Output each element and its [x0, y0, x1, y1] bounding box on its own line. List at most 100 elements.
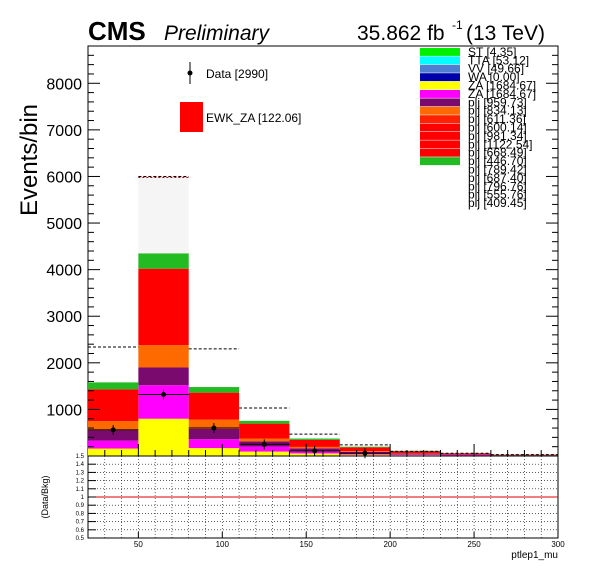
stack-bar-s5-b5 — [339, 446, 391, 448]
stack-bar-s5-b4 — [289, 438, 340, 440]
y-axis-title: Events/bin — [16, 104, 43, 216]
legend-swatch-0 — [420, 48, 460, 56]
x-tick-label-5: 300 — [551, 540, 565, 549]
legend-left: Data [2990] EWK_ZA [122.06] — [180, 62, 301, 132]
legend-swatch-6 — [420, 98, 460, 107]
stack-bar-s2-b1 — [138, 367, 189, 386]
stack-bar-s2-b0 — [88, 430, 139, 441]
legend-swatch-13 — [420, 157, 460, 166]
data-points — [88, 389, 391, 459]
legend-label-4: ZA [1684.67] — [468, 79, 536, 93]
ratio-y-tick-label-8: 1.3 — [76, 470, 85, 476]
legend-label-5: ZA [1684.67] — [468, 87, 536, 101]
stack-bar-s4-b7 — [440, 453, 491, 455]
y-tick-label-7: 8000 — [46, 76, 82, 93]
y-tick-label-4: 5000 — [46, 216, 82, 233]
stack-bar-s1-b2 — [188, 439, 240, 449]
legend-swatch-7 — [420, 106, 460, 115]
stack-bar-s2-b6 — [390, 453, 441, 455]
stack-bar-s4-b4 — [289, 439, 340, 447]
stack-bar-s4-b2 — [188, 392, 240, 420]
preliminary-label: Preliminary — [164, 22, 271, 45]
stack-bar-s3-b1 — [138, 345, 189, 368]
stack-bar-s5-b2 — [188, 387, 240, 393]
uncertainty-lines — [88, 175, 558, 456]
ratio-y-axis: 0.5 0.6 0.7 0.8 0.9 1 1.1 1.2 1.3 1.4 1.5 — [76, 454, 96, 542]
x-tick-label-3: 200 — [383, 540, 397, 549]
legend-label-18: plj [409.45] — [468, 196, 527, 210]
legend-label-15: plj [687.40] — [468, 171, 527, 185]
y-tick-label-1: 2000 — [46, 356, 82, 373]
legend-label-0: ST [4.35] — [468, 45, 516, 59]
x-tick-label-0: 50 — [134, 540, 143, 549]
ratio-y-tick-label-9: 1.4 — [76, 462, 85, 468]
y-tick-label-6: 7000 — [46, 123, 82, 140]
stack-bars — [88, 175, 558, 456]
data-point-2 — [211, 425, 217, 431]
legend-swatch-8 — [420, 115, 460, 124]
ratio-y-tick-label-10: 1.5 — [76, 454, 85, 460]
legend-swatch-15 — [420, 174, 460, 182]
ratio-x-axis: 50 100 150 200 250 300 — [134, 532, 565, 549]
ratio-y-tick-label-3: 0.8 — [76, 511, 85, 517]
legend-data-label: Data [2990] — [206, 67, 268, 81]
legend-label-10: plj [981.34] — [468, 129, 527, 143]
stack-bar-s4-b0 — [88, 389, 139, 422]
ratio-y-tick-label-5: 1 — [81, 495, 85, 501]
legend-label-17: plj [555.76] — [468, 188, 527, 202]
legend-data-marker — [187, 70, 193, 76]
stack-bar-s5-b1 — [138, 253, 189, 269]
legend-swatch-16 — [420, 182, 460, 191]
legend-label-7: plj [834.13] — [468, 104, 527, 118]
x-tick-label-2: 150 — [300, 540, 314, 549]
legend-swatch-3 — [420, 73, 460, 82]
legend-label-3: WA [0.00] — [468, 70, 520, 84]
legend-right: ST [4.35]TTA [53.12]VV [49.66]WA [0.00]Z… — [420, 45, 536, 210]
stack-bar-s1-b6 — [390, 454, 441, 456]
legend-swatch-11 — [420, 140, 460, 149]
stack-bar-s4-b1 — [138, 268, 189, 346]
data-point-1 — [161, 392, 167, 397]
legend-swatch-9 — [420, 123, 460, 132]
legend-label-8: plj [611.36] — [468, 112, 526, 126]
legend-signal-label: EWK_ZA [122.06] — [206, 111, 301, 125]
legend-label-1: TTA [53.12] — [468, 53, 529, 67]
legend-swatch-5 — [420, 90, 460, 98]
data-point-0 — [110, 427, 116, 433]
legend-label-12: plj [668.49] — [468, 146, 527, 160]
ratio-y-tick-label-4: 0.9 — [76, 503, 85, 509]
stack-bar-s2-b2 — [188, 428, 240, 440]
legend-label-11: plj [1122.54] — [468, 137, 533, 151]
ratio-grid — [88, 455, 558, 539]
data-point-5 — [362, 450, 368, 456]
legend-label-6: plj [959.73] — [468, 95, 527, 109]
main-x-ticks — [104, 444, 559, 456]
legend-swatch-17 — [420, 190, 460, 199]
stack-bar-s5-b3 — [239, 420, 290, 424]
lumi-exponent: -1 — [452, 18, 463, 32]
legend-label-9: plj [600.14] — [468, 121, 527, 135]
y-tick-label-0: 1000 — [46, 402, 82, 419]
y-tick-label-5: 6000 — [46, 169, 82, 186]
stack-bar-s0-b3 — [239, 451, 290, 456]
x-tick-label-4: 250 — [467, 540, 481, 549]
stack-bar-s4-b3 — [239, 423, 290, 439]
y-tick-label-3: 4000 — [46, 263, 82, 280]
ratio-y-tick-label-0: 0.5 — [76, 536, 85, 542]
legend-signal-swatch — [180, 102, 203, 132]
stack-bar-s5-b0 — [88, 382, 139, 390]
lumi-value: 35.862 fb — [357, 22, 445, 45]
ratio-y-tick-label-6: 1.1 — [76, 487, 85, 493]
legend-label-16: plj [796.76] — [468, 179, 527, 193]
lumi-energy: (13 TeV) — [466, 22, 545, 45]
ratio-y-tick-label-2: 0.7 — [76, 520, 85, 526]
data-point-4 — [312, 448, 318, 454]
legend-swatch-18 — [420, 199, 460, 208]
legend-label-2: VV [49.66] — [468, 62, 524, 76]
legend-swatch-14 — [420, 165, 460, 174]
stack-bar-s4-b6 — [390, 451, 441, 454]
legend-swatch-1 — [420, 56, 460, 65]
x-axis-title: ptlep1_mu — [511, 550, 558, 561]
ratio-y-tick-label-7: 1.2 — [76, 479, 85, 485]
